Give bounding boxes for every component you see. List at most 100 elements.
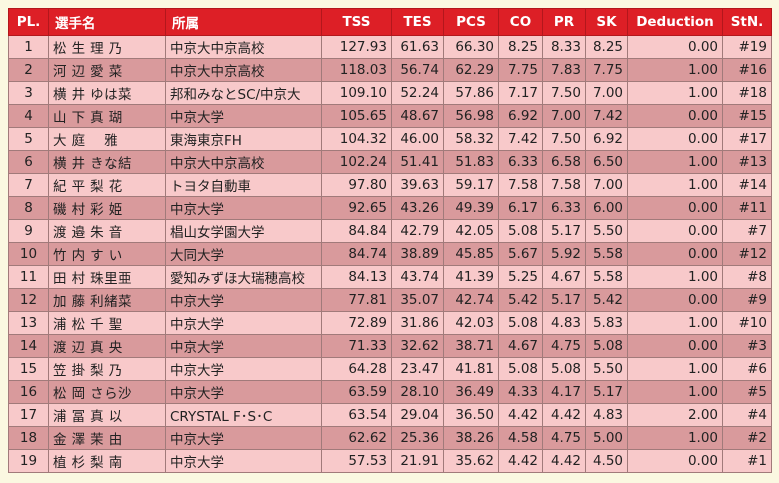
skater-name-cell: 植 杉 梨 南	[48, 449, 166, 473]
deduction-cell: 0.00	[627, 242, 723, 266]
header-stn[interactable]: StN.	[722, 8, 772, 36]
table-row: 17 浦 冨 真 以 CRYSTAL F･S･C 63.54 29.04 36.50 4.4…	[8, 403, 772, 427]
sk-cell: 5.17	[585, 380, 628, 404]
skater-name-cell: 浦 冨 真 以	[48, 403, 166, 427]
pr-cell: 4.42	[542, 449, 586, 473]
club-cell: 中京大中京高校	[165, 150, 322, 174]
tss-cell: 84.84	[321, 219, 392, 243]
club-cell: 東海東京FH	[165, 127, 322, 151]
sk-cell: 6.50	[585, 150, 628, 174]
pr-cell: 7.83	[542, 58, 586, 82]
club-cell: 中京大中京高校	[165, 58, 322, 82]
placement-cell: 4	[8, 104, 49, 128]
header-pr[interactable]: PR	[542, 8, 586, 36]
co-cell: 4.42	[498, 449, 543, 473]
header-tes[interactable]: TES	[391, 8, 444, 36]
tes-cell: 38.89	[391, 242, 444, 266]
table-row: 19 植 杉 梨 南中京大学 57.53 21.91 35.62 4.42 4.42 4.50…	[8, 449, 772, 473]
pr-cell: 5.17	[542, 288, 586, 312]
co-cell: 6.17	[498, 196, 543, 220]
header-name[interactable]: 選手名	[48, 8, 166, 36]
deduction-cell: 0.00	[627, 334, 723, 358]
co-cell: 5.42	[498, 288, 543, 312]
pcs-cell: 38.71	[443, 334, 499, 358]
header-pcs[interactable]: PCS	[443, 8, 499, 36]
start-number-cell: #6	[722, 357, 772, 381]
start-number-cell: #12	[722, 242, 772, 266]
sk-cell: 8.25	[585, 35, 628, 59]
tes-cell: 51.41	[391, 150, 444, 174]
table-row: 15 笠 掛 梨 乃中京大学 64.28 23.47 41.81 5.08 5.08 5.50…	[8, 357, 772, 381]
placement-cell: 10	[8, 242, 49, 266]
deduction-cell: 0.00	[627, 449, 723, 473]
tss-cell: 77.81	[321, 288, 392, 312]
start-number-cell: #4	[722, 403, 772, 427]
pcs-cell: 49.39	[443, 196, 499, 220]
placement-cell: 15	[8, 357, 49, 381]
deduction-cell: 0.00	[627, 196, 723, 220]
club-cell: 中京大学	[165, 357, 322, 381]
tes-cell: 31.86	[391, 311, 444, 335]
sk-cell: 5.58	[585, 242, 628, 266]
co-cell: 5.08	[498, 357, 543, 381]
start-number-cell: #11	[722, 196, 772, 220]
sk-cell: 4.83	[585, 403, 628, 427]
placement-cell: 9	[8, 219, 49, 243]
tss-cell: 63.59	[321, 380, 392, 404]
skater-name-cell: 松 生 理 乃	[48, 35, 166, 59]
skater-name-cell: 田 村 珠里亜	[48, 265, 166, 289]
pcs-cell: 42.03	[443, 311, 499, 335]
header-co[interactable]: CO	[498, 8, 543, 36]
deduction-cell: 1.00	[627, 81, 723, 105]
tss-cell: 84.13	[321, 265, 392, 289]
pr-cell: 4.75	[542, 426, 586, 450]
club-cell: CRYSTAL F･S･C	[165, 403, 322, 427]
header-pl[interactable]: PL.	[8, 8, 49, 36]
pcs-cell: 36.49	[443, 380, 499, 404]
co-cell: 7.42	[498, 127, 543, 151]
tes-cell: 46.00	[391, 127, 444, 151]
co-cell: 4.67	[498, 334, 543, 358]
sk-cell: 5.58	[585, 265, 628, 289]
sk-cell: 5.50	[585, 219, 628, 243]
co-cell: 6.33	[498, 150, 543, 174]
skater-name-cell: 加 藤 利緒菜	[48, 288, 166, 312]
pcs-cell: 58.32	[443, 127, 499, 151]
header-tss[interactable]: TSS	[321, 8, 392, 36]
start-number-cell: #13	[722, 150, 772, 174]
start-number-cell: #16	[722, 58, 772, 82]
tss-cell: 105.65	[321, 104, 392, 128]
placement-cell: 11	[8, 265, 49, 289]
sk-cell: 6.92	[585, 127, 628, 151]
header-club[interactable]: 所属	[165, 8, 322, 36]
header-sk[interactable]: SK	[585, 8, 628, 36]
table-row: 14 渡 辺 真 央中京大学 71.33 32.62 38.71 4.67 4.75 5.08…	[8, 334, 772, 358]
start-number-cell: #19	[722, 35, 772, 59]
deduction-cell: 0.00	[627, 127, 723, 151]
tes-cell: 28.10	[391, 380, 444, 404]
skater-name-cell: 磯 村 彩 姫	[48, 196, 166, 220]
pr-cell: 4.83	[542, 311, 586, 335]
start-number-cell: #2	[722, 426, 772, 450]
skater-name-cell: 笠 掛 梨 乃	[48, 357, 166, 381]
club-cell: 中京大学	[165, 334, 322, 358]
sk-cell: 5.42	[585, 288, 628, 312]
club-cell: 椙山女学園大学	[165, 219, 322, 243]
pcs-cell: 35.62	[443, 449, 499, 473]
tes-cell: 29.04	[391, 403, 444, 427]
pcs-cell: 57.86	[443, 81, 499, 105]
header-deduction[interactable]: Deduction	[627, 8, 723, 36]
table-row: 18 金 澤 茉 由中京大学 62.62 25.36 38.26 4.58 4.75 5.00…	[8, 426, 772, 450]
start-number-cell: #15	[722, 104, 772, 128]
skater-name-cell: 横 井 きな結	[48, 150, 166, 174]
tss-cell: 109.10	[321, 81, 392, 105]
start-number-cell: #18	[722, 81, 772, 105]
pr-cell: 4.67	[542, 265, 586, 289]
start-number-cell: #3	[722, 334, 772, 358]
start-number-cell: #10	[722, 311, 772, 335]
co-cell: 4.42	[498, 403, 543, 427]
